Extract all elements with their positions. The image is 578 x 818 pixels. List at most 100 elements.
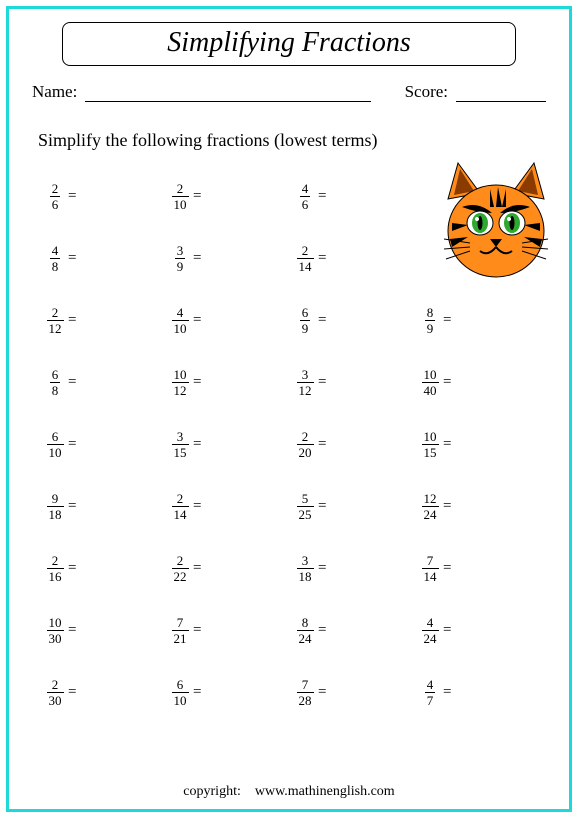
equals-sign: =	[68, 622, 76, 639]
denominator: 16	[47, 568, 64, 583]
problem-cell: 610=	[171, 678, 296, 707]
fraction: 220	[296, 430, 314, 459]
fraction: 318	[296, 554, 314, 583]
fraction: 1015	[421, 430, 439, 459]
denominator: 15	[422, 444, 439, 459]
fraction: 315	[171, 430, 189, 459]
equals-sign: =	[193, 560, 201, 577]
equals-sign: =	[193, 498, 201, 515]
fraction: 230	[46, 678, 64, 707]
numerator: 6	[50, 430, 61, 444]
numerator: 4	[425, 616, 436, 630]
fraction: 714	[421, 554, 439, 583]
equals-sign: =	[68, 436, 76, 453]
score-field-blank[interactable]	[456, 84, 546, 102]
equals-sign: =	[443, 498, 451, 515]
problem-cell: 525=	[296, 492, 421, 521]
denominator: 30	[47, 692, 64, 707]
denominator: 6	[300, 196, 311, 211]
problem-cell: 212=	[46, 306, 171, 335]
denominator: 9	[300, 320, 311, 335]
worksheet-page: Simplifying Fractions Name: Score: Simpl…	[12, 12, 566, 806]
fraction: 1012	[171, 368, 189, 397]
numerator: 8	[300, 616, 311, 630]
copyright-label: copyright:	[183, 784, 241, 799]
denominator: 24	[297, 630, 314, 645]
numerator: 10	[172, 368, 189, 382]
denominator: 28	[297, 692, 314, 707]
problem-row: 230=610=728=47=	[46, 661, 546, 723]
denominator: 14	[172, 506, 189, 521]
problem-cell: 721=	[171, 616, 296, 645]
problem-row: 212=410=69=89=	[46, 289, 546, 351]
numerator: 2	[50, 182, 61, 196]
fraction: 216	[46, 554, 64, 583]
problem-cell: 69=	[296, 306, 421, 335]
problem-cell: 918=	[46, 492, 171, 521]
numerator: 6	[300, 306, 311, 320]
equals-sign: =	[443, 560, 451, 577]
problem-cell: 410=	[171, 306, 296, 335]
problem-cell: 216=	[46, 554, 171, 583]
equals-sign: =	[68, 498, 76, 515]
numerator: 6	[50, 368, 61, 382]
problem-cell: 318=	[296, 554, 421, 583]
denominator: 22	[172, 568, 189, 583]
equals-sign: =	[443, 374, 451, 391]
numerator: 3	[175, 430, 186, 444]
denominator: 10	[172, 196, 189, 211]
fraction: 69	[296, 306, 314, 335]
denominator: 24	[422, 506, 439, 521]
problem-cell: 610=	[46, 430, 171, 459]
problem-cell: 714=	[421, 554, 546, 583]
fraction: 610	[46, 430, 64, 459]
denominator: 24	[422, 630, 439, 645]
problem-cell: 214=	[171, 492, 296, 521]
problem-cell: 1040=	[421, 368, 546, 397]
fraction: 721	[171, 616, 189, 645]
equals-sign: =	[443, 684, 451, 701]
cat-illustration	[440, 159, 552, 279]
problem-cell: 1224=	[421, 492, 546, 521]
denominator: 9	[425, 320, 436, 335]
equals-sign: =	[68, 560, 76, 577]
equals-sign: =	[68, 684, 76, 701]
problem-cell: 68=	[46, 368, 171, 397]
problems-grid: 26=210=46=48=39=214=212=410=69=89=68=101…	[46, 165, 546, 723]
numerator: 2	[50, 678, 61, 692]
numerator: 2	[50, 554, 61, 568]
equals-sign: =	[193, 374, 201, 391]
denominator: 15	[172, 444, 189, 459]
problem-cell: 46=	[296, 182, 421, 211]
fraction: 1030	[46, 616, 64, 645]
denominator: 14	[297, 258, 314, 273]
problem-cell: 230=	[46, 678, 171, 707]
numerator: 3	[300, 554, 311, 568]
fraction: 46	[296, 182, 314, 211]
equals-sign: =	[318, 498, 326, 515]
fraction: 610	[171, 678, 189, 707]
equals-sign: =	[318, 312, 326, 329]
equals-sign: =	[443, 312, 451, 329]
fraction: 824	[296, 616, 314, 645]
fraction: 1040	[421, 368, 439, 397]
numerator: 4	[50, 244, 61, 258]
fraction: 525	[296, 492, 314, 521]
name-field-blank[interactable]	[85, 84, 370, 102]
denominator: 20	[297, 444, 314, 459]
equals-sign: =	[68, 312, 76, 329]
numerator: 2	[175, 554, 186, 568]
numerator: 2	[300, 430, 311, 444]
problem-cell: 424=	[421, 616, 546, 645]
denominator: 14	[422, 568, 439, 583]
problem-row: 1030=721=824=424=	[46, 599, 546, 661]
equals-sign: =	[193, 622, 201, 639]
equals-sign: =	[318, 250, 326, 267]
numerator: 9	[50, 492, 61, 506]
numerator: 7	[300, 678, 311, 692]
problem-cell: 220=	[296, 430, 421, 459]
equals-sign: =	[443, 436, 451, 453]
equals-sign: =	[193, 188, 201, 205]
numerator: 7	[175, 616, 186, 630]
numerator: 2	[175, 182, 186, 196]
